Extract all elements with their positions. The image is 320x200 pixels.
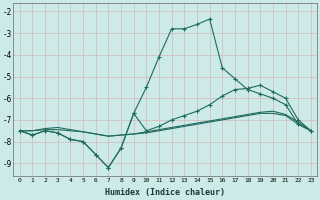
X-axis label: Humidex (Indice chaleur): Humidex (Indice chaleur) (105, 188, 225, 197)
